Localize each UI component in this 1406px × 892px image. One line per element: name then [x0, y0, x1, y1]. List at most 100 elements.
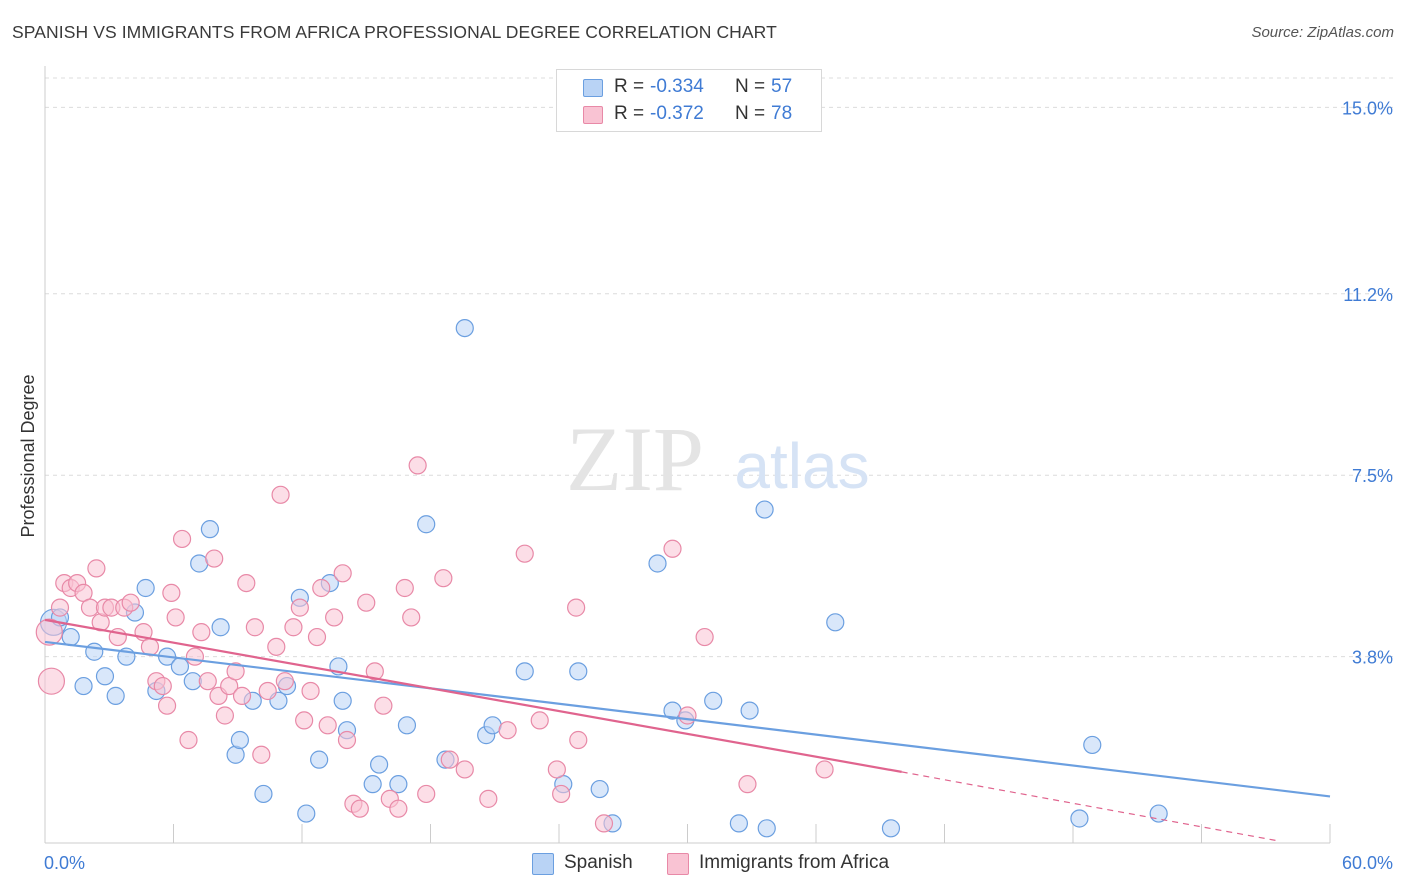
data-point-spanish — [826, 613, 845, 632]
data-point-africa — [252, 745, 271, 764]
data-point-africa — [37, 667, 66, 695]
data-point-spanish — [397, 716, 417, 735]
data-point-africa — [325, 608, 344, 627]
data-point-spanish — [881, 819, 901, 838]
data-point-africa — [374, 696, 393, 715]
data-point-spanish — [648, 554, 667, 573]
data-point-africa — [479, 789, 498, 808]
y-tick-label: 15.0% — [1342, 98, 1393, 118]
legend-label-africa: Immigrants from Africa — [699, 852, 890, 873]
correlation-legend: R = -0.334 N = 57 R = -0.372 N = 78 — [556, 69, 822, 132]
legend-n-value-spanish: 57 — [771, 76, 793, 97]
data-point-africa — [232, 686, 252, 705]
data-point-africa — [350, 799, 369, 818]
data-point-spanish — [85, 642, 104, 661]
data-point-spanish — [740, 701, 759, 720]
data-point-africa — [185, 647, 205, 666]
legend-label-spanish: Spanish — [564, 852, 633, 873]
data-point-africa — [237, 573, 256, 593]
y-tick-label: 11.2% — [1343, 285, 1393, 305]
data-point-africa — [695, 627, 714, 647]
data-point-africa — [455, 760, 474, 779]
data-point-africa — [337, 730, 357, 750]
data-point-africa — [172, 529, 192, 549]
data-point-africa — [440, 750, 459, 769]
data-point-spanish — [106, 686, 125, 705]
data-point-africa — [569, 730, 588, 750]
data-point-africa — [318, 716, 337, 735]
data-point-spanish — [483, 716, 502, 735]
axes — [44, 66, 1331, 844]
grid-lines — [45, 77, 1393, 658]
data-point-africa — [245, 618, 264, 637]
data-point-africa — [434, 569, 453, 588]
legend-n-label: N = — [735, 76, 766, 97]
data-point-spanish — [757, 819, 776, 838]
data-point-africa — [357, 593, 376, 612]
tick-labels: 3.8% 7.5% 11.2% 15.0% 0.0% 60.0% — [44, 98, 1393, 873]
data-point-africa — [121, 593, 140, 612]
data-point-spanish — [254, 784, 273, 804]
data-point-spanish — [370, 755, 389, 774]
data-point-spanish — [190, 554, 209, 573]
data-point-africa — [395, 578, 414, 598]
data-point-spanish — [417, 515, 436, 534]
data-point-africa — [205, 549, 224, 568]
x-tick-label: 60.0% — [1342, 853, 1393, 873]
data-point-africa — [678, 706, 697, 725]
data-point-spanish — [1070, 809, 1089, 828]
data-point-africa — [333, 564, 352, 583]
data-point-spanish — [200, 520, 220, 539]
data-point-spanish — [363, 775, 382, 794]
data-point-africa — [547, 760, 566, 779]
data-point-africa — [530, 711, 549, 730]
data-point-africa — [498, 721, 517, 740]
legend-swatch-spanish — [532, 853, 554, 875]
data-point-spanish — [170, 657, 190, 676]
data-point-spanish — [704, 691, 723, 710]
data-point-africa — [307, 627, 327, 647]
data-point-africa — [738, 775, 757, 794]
data-point-africa — [515, 544, 534, 563]
data-point-africa — [87, 559, 106, 578]
data-point-africa — [417, 784, 436, 804]
data-point-africa — [552, 784, 571, 804]
data-point-spanish — [729, 814, 749, 833]
trend-line-spanish — [44, 640, 1331, 798]
legend-r-value-spanish: -0.334 — [650, 76, 704, 97]
data-point-africa — [258, 681, 277, 701]
data-point-africa — [290, 598, 309, 617]
data-point-africa — [365, 662, 384, 681]
trend-line-africa — [44, 618, 902, 773]
data-point-spanish — [211, 618, 230, 637]
y-axis-label: Professional Degree — [18, 374, 38, 537]
data-point-africa — [295, 711, 314, 730]
watermark-atlas: atlas — [734, 430, 869, 502]
legend-r-label: R = — [614, 76, 645, 97]
data-points — [35, 318, 1168, 838]
data-point-spanish — [136, 578, 155, 598]
data-point-spanish — [61, 627, 80, 647]
legend-swatch-africa — [667, 853, 689, 875]
data-point-africa — [198, 672, 217, 691]
data-point-africa — [192, 623, 211, 642]
data-point-spanish — [230, 730, 249, 750]
trend-line-africa-extension — [901, 771, 1277, 842]
data-point-africa — [35, 618, 63, 646]
legend-swatch-spanish — [583, 79, 603, 97]
data-point-spanish — [389, 775, 408, 794]
data-point-africa — [179, 730, 198, 750]
legend-n-label: N = — [735, 103, 766, 124]
data-point-africa — [50, 598, 70, 617]
legend-n-value-africa: 78 — [771, 103, 793, 124]
data-point-africa — [663, 539, 682, 558]
x-tick-label: 0.0% — [44, 853, 85, 873]
data-point-spanish — [310, 750, 329, 769]
data-point-africa — [408, 456, 427, 475]
data-point-africa — [594, 814, 614, 833]
data-point-africa — [215, 706, 234, 725]
data-point-africa — [402, 608, 421, 627]
data-point-africa — [162, 583, 181, 603]
data-point-africa — [284, 618, 303, 637]
